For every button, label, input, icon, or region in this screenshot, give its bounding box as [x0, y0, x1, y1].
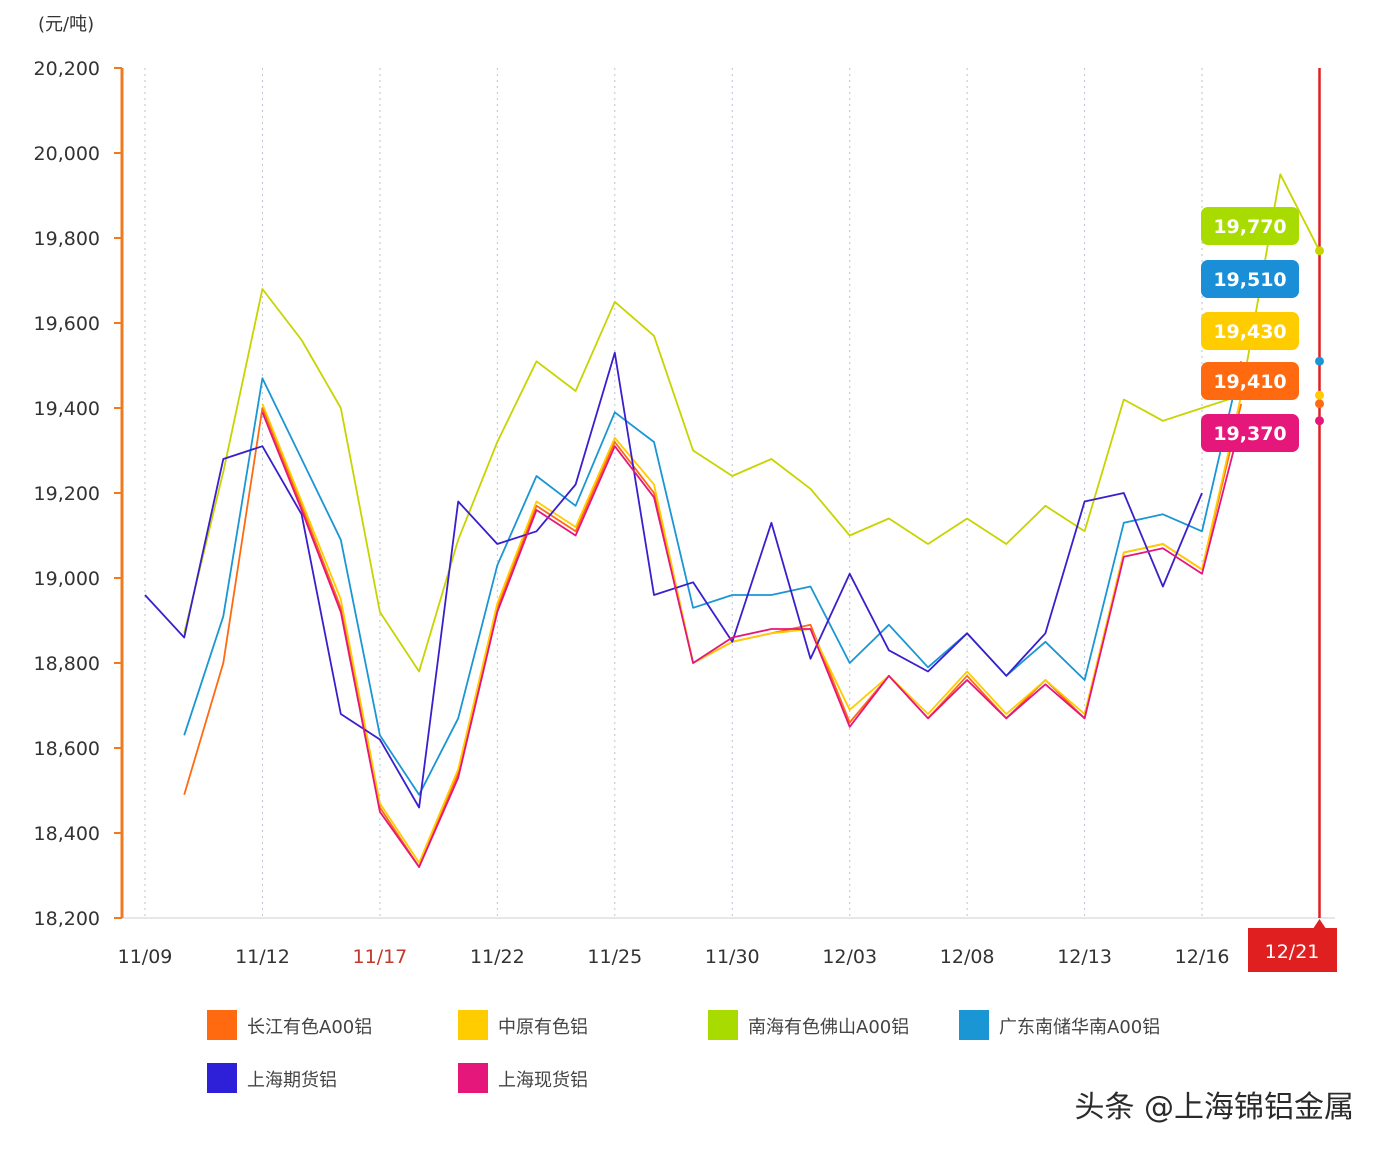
legend-label: 广东南储华南A00铝 — [999, 1017, 1161, 1038]
x-tick-label: 12/16 — [1175, 946, 1230, 968]
legend-label: 南海有色佛山A00铝 — [748, 1017, 910, 1038]
x-tick-label: 11/12 — [235, 946, 290, 968]
series-line — [183, 173, 1321, 673]
y-tick-label: 20,200 — [34, 58, 100, 80]
legend-label: 上海期货铝 — [247, 1070, 337, 1091]
y-tick-label: 18,200 — [34, 908, 100, 930]
legend-swatch — [207, 1010, 237, 1040]
legend-swatch — [708, 1010, 738, 1040]
end-point — [1315, 390, 1324, 400]
x-tick-label: 11/30 — [705, 946, 760, 968]
x-tick-label: 11/22 — [470, 946, 525, 968]
end-value-badge — [1201, 414, 1299, 452]
x-tick-label: 11/17 — [353, 946, 408, 968]
end-value-badge — [1201, 260, 1299, 298]
x-tick-label: 12/03 — [822, 946, 877, 968]
x-tick-label: 11/25 — [587, 946, 642, 968]
end-value-label: 19,510 — [1213, 269, 1286, 291]
y-tick-label: 19,600 — [34, 313, 100, 335]
end-value-badge — [1201, 312, 1299, 350]
end-value-label: 19,370 — [1213, 423, 1286, 445]
y-tick-label: 19,800 — [34, 228, 100, 250]
current-marker-pointer — [1313, 919, 1326, 928]
current-marker-badge — [1248, 928, 1337, 972]
y-tick-label: 18,600 — [34, 738, 100, 760]
y-axis-label: (元/吨) — [38, 14, 94, 35]
end-value-label: 19,410 — [1213, 371, 1286, 393]
y-tick-label: 19,400 — [34, 398, 100, 420]
legend-label: 中原有色铝 — [498, 1017, 588, 1038]
series-line — [184, 361, 1319, 795]
y-tick-label: 18,400 — [34, 823, 100, 845]
x-tick-label: 12/13 — [1057, 946, 1112, 968]
end-value-badge — [1201, 362, 1299, 400]
legend-label: 上海现货铝 — [498, 1070, 588, 1091]
x-tick-label: 11/09 — [118, 946, 173, 968]
y-tick-label: 20,000 — [34, 143, 100, 165]
watermark: 头条 @上海锦铝金属 — [1074, 1090, 1354, 1125]
legend-swatch — [458, 1063, 488, 1093]
end-point — [1315, 416, 1324, 426]
y-tick-label: 19,000 — [34, 568, 100, 590]
end-value-label: 19,430 — [1213, 321, 1286, 343]
legend-label: 长江有色A00铝 — [247, 1017, 373, 1038]
y-tick-label: 19,200 — [34, 483, 100, 505]
end-value-badge — [1201, 207, 1299, 245]
current-marker-label: 12/21 — [1265, 941, 1320, 963]
x-tick-label: 12/08 — [940, 946, 995, 968]
legend-swatch — [207, 1063, 237, 1093]
series-line — [184, 404, 1319, 867]
series-line — [144, 351, 1203, 809]
end-point — [1315, 356, 1324, 366]
end-point — [1315, 399, 1324, 409]
end-value-label: 19,770 — [1213, 216, 1286, 238]
legend-swatch — [959, 1010, 989, 1040]
legend-swatch — [458, 1010, 488, 1040]
end-point — [1315, 246, 1324, 256]
y-tick-label: 18,800 — [34, 653, 100, 675]
